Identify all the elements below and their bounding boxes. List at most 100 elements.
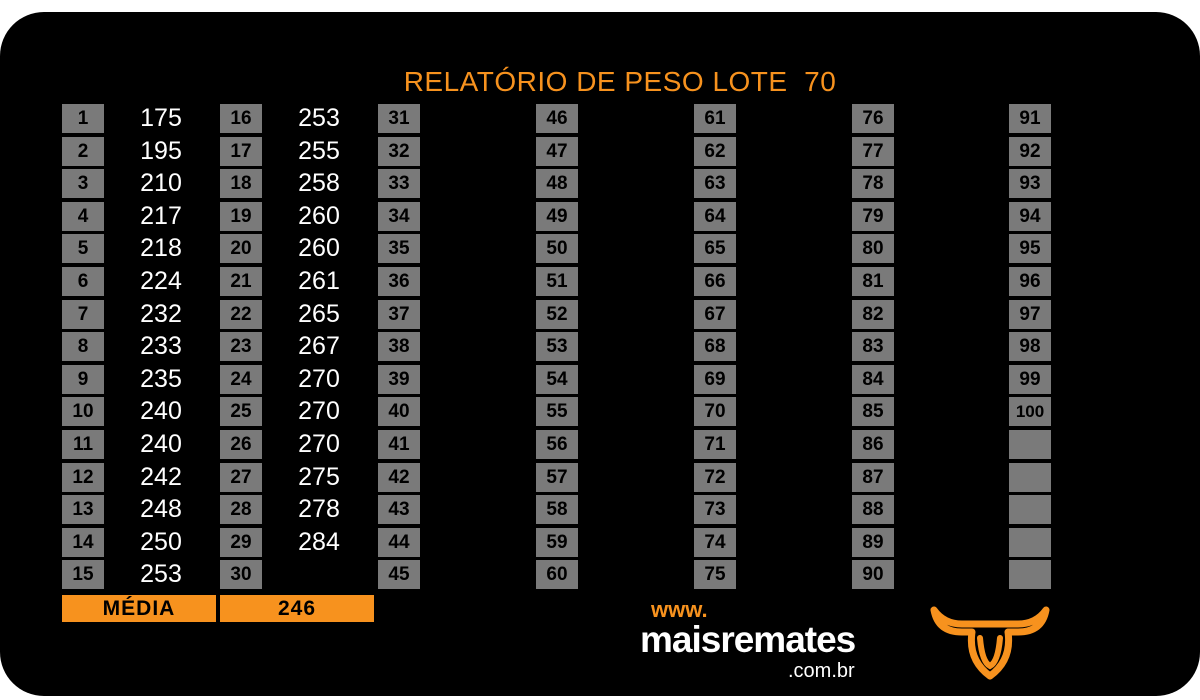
animal-number: 54	[536, 364, 578, 394]
grid-row: 89	[852, 527, 1152, 560]
average-value: 246	[220, 595, 374, 622]
animal-number: 20	[220, 234, 262, 264]
animal-number: 14	[62, 527, 104, 557]
animal-number: 85	[852, 397, 894, 427]
grid-row: 30	[220, 559, 520, 592]
grid-row: 5 218	[62, 233, 362, 266]
grid-row: 55	[536, 396, 836, 429]
grid-row: 22 265	[220, 299, 520, 332]
grid-row: 60	[536, 559, 836, 592]
grid-row: 56	[536, 429, 836, 462]
animal-number: 89	[852, 527, 894, 557]
animal-number: 34	[378, 201, 420, 231]
grid-row: 32	[378, 136, 678, 169]
grid-row: 76	[852, 103, 1152, 136]
grid-row: 1 175	[62, 103, 362, 136]
grid-row: 72	[694, 462, 994, 495]
animal-number: 44	[378, 527, 420, 557]
animal-weight: 233	[140, 332, 182, 361]
animal-number: 95	[1009, 234, 1051, 264]
grid-row: 49	[536, 201, 836, 234]
animal-weight: 270	[298, 364, 340, 393]
animal-number: 23	[220, 332, 262, 362]
grid-row: 28 278	[220, 494, 520, 527]
animal-number: 37	[378, 299, 420, 329]
animal-number: 91	[1009, 104, 1051, 133]
grid-row: 47	[536, 136, 836, 169]
grid-row: 40	[378, 396, 678, 429]
animal-number: 58	[536, 495, 578, 525]
animal-number: 8	[62, 332, 104, 362]
grid-row	[1009, 559, 1200, 592]
animal-number: 25	[220, 397, 262, 427]
animal-number: 46	[536, 104, 578, 133]
animal-weight: 242	[140, 462, 182, 491]
animal-number: 56	[536, 430, 578, 459]
grid-row: 68	[694, 331, 994, 364]
animal-weight: 253	[298, 104, 340, 132]
animal-number: 74	[694, 527, 736, 557]
animal-weight: 278	[298, 495, 340, 524]
grid-row: 94	[1009, 201, 1200, 234]
grid-row: 81	[852, 266, 1152, 299]
animal-number: 87	[852, 462, 894, 492]
grid-row: 64	[694, 201, 994, 234]
grid-row: 54	[536, 364, 836, 397]
grid-row: 9 235	[62, 364, 362, 397]
grid-row: 98	[1009, 331, 1200, 364]
grid-row: 4 217	[62, 201, 362, 234]
animal-weight: 248	[140, 495, 182, 524]
animal-number: 69	[694, 364, 736, 394]
grid-row: 62	[694, 136, 994, 169]
animal-number: 94	[1009, 201, 1051, 231]
animal-number: 60	[536, 560, 578, 590]
animal-number	[1009, 495, 1051, 525]
animal-weight: 284	[298, 527, 340, 556]
animal-number: 31	[378, 104, 420, 133]
grid-row: 79	[852, 201, 1152, 234]
animal-number: 97	[1009, 299, 1051, 329]
animal-number: 88	[852, 495, 894, 525]
grid-row: 90	[852, 559, 1152, 592]
animal-weight: 224	[140, 267, 182, 295]
animal-number: 79	[852, 201, 894, 231]
grid-row: 24 270	[220, 364, 520, 397]
animal-number: 49	[536, 201, 578, 231]
animal-number: 45	[378, 560, 420, 590]
animal-number: 7	[62, 299, 104, 329]
animal-weight: 175	[140, 104, 182, 132]
animal-number: 84	[852, 364, 894, 394]
grid-row: 27 275	[220, 462, 520, 495]
grid-row: 57	[536, 462, 836, 495]
animal-weight: 275	[298, 462, 340, 491]
animal-number: 29	[220, 527, 262, 557]
animal-weight: 232	[140, 299, 182, 328]
animal-number: 39	[378, 364, 420, 394]
logo-www: www.	[651, 597, 708, 622]
grid-row: 41	[378, 429, 678, 462]
grid-row: 69	[694, 364, 994, 397]
animal-number: 96	[1009, 267, 1051, 296]
animal-number: 28	[220, 495, 262, 525]
animal-number: 38	[378, 332, 420, 362]
grid-row: 75	[694, 559, 994, 592]
animal-number: 3	[62, 169, 104, 199]
grid-row: 6 224	[62, 266, 362, 299]
animal-number: 21	[220, 267, 262, 296]
animal-number: 35	[378, 234, 420, 264]
grid-row: 84	[852, 364, 1152, 397]
grid-row: 63	[694, 168, 994, 201]
grid-row	[1009, 429, 1200, 462]
grid-row: 73	[694, 494, 994, 527]
animal-number: 43	[378, 495, 420, 525]
animal-number: 75	[694, 560, 736, 590]
grid-row: 31	[378, 103, 678, 136]
grid-row: 85	[852, 396, 1152, 429]
grid-row: 66	[694, 266, 994, 299]
animal-number: 33	[378, 169, 420, 199]
grid-row: 52	[536, 299, 836, 332]
grid-row: 36	[378, 266, 678, 299]
animal-number	[1009, 462, 1051, 492]
animal-number: 83	[852, 332, 894, 362]
animal-number: 80	[852, 234, 894, 264]
